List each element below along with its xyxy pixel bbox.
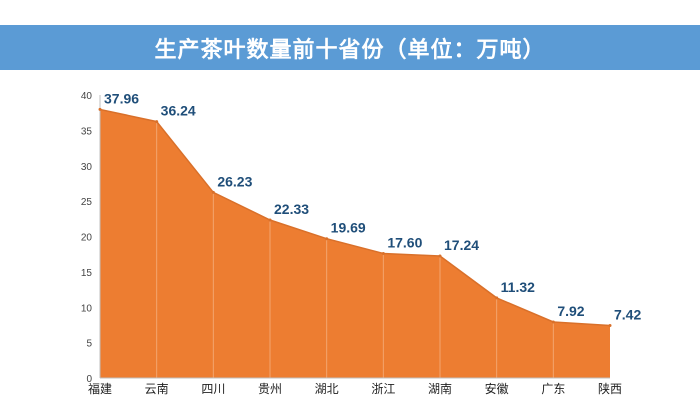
x-category-label: 福建	[88, 381, 112, 396]
y-tick-label: 5	[86, 339, 92, 350]
data-label: 7.42	[614, 307, 641, 323]
y-tick-label: 30	[81, 162, 93, 173]
data-label: 17.60	[387, 234, 422, 250]
data-label: 7.92	[557, 303, 584, 319]
data-label: 26.23	[217, 173, 252, 189]
x-category-label: 陕西	[598, 381, 622, 396]
data-point	[155, 120, 159, 124]
x-category-label: 安徽	[485, 381, 509, 396]
chart-title: 生产茶叶数量前十省份（单位：万吨）	[154, 37, 546, 63]
data-point	[438, 254, 442, 258]
data-point	[381, 251, 385, 255]
x-category-label: 云南	[145, 381, 169, 396]
y-tick-label: 40	[81, 91, 93, 102]
data-point	[325, 237, 329, 241]
data-point	[268, 218, 272, 222]
x-category-label: 湖北	[315, 381, 339, 396]
x-category-label: 广东	[541, 382, 565, 396]
data-point	[551, 320, 555, 324]
y-tick-label: 35	[81, 126, 93, 137]
y-tick-label: 10	[81, 303, 93, 314]
x-category-label: 四川	[201, 382, 225, 396]
data-label: 19.69	[331, 220, 366, 236]
data-point	[98, 107, 102, 111]
x-category-label: 贵州	[258, 382, 282, 396]
data-label: 22.33	[274, 201, 309, 217]
y-tick-label: 20	[81, 233, 93, 244]
data-label: 17.24	[444, 237, 479, 253]
data-label: 37.96	[104, 90, 139, 106]
data-point	[211, 190, 215, 194]
title-banner: 生产茶叶数量前十省份（单位：万吨）	[0, 25, 700, 70]
data-point	[608, 324, 612, 328]
x-category-label: 湖南	[428, 381, 452, 396]
data-point	[495, 296, 499, 300]
data-label: 11.32	[501, 279, 535, 295]
y-tick-label: 15	[81, 268, 93, 279]
data-label: 36.24	[161, 103, 196, 119]
y-tick-label: 0	[86, 374, 92, 385]
area-fill	[100, 109, 610, 379]
y-tick-label: 25	[81, 197, 93, 208]
x-category-label: 浙江	[371, 382, 395, 396]
area-line	[99, 108, 611, 327]
